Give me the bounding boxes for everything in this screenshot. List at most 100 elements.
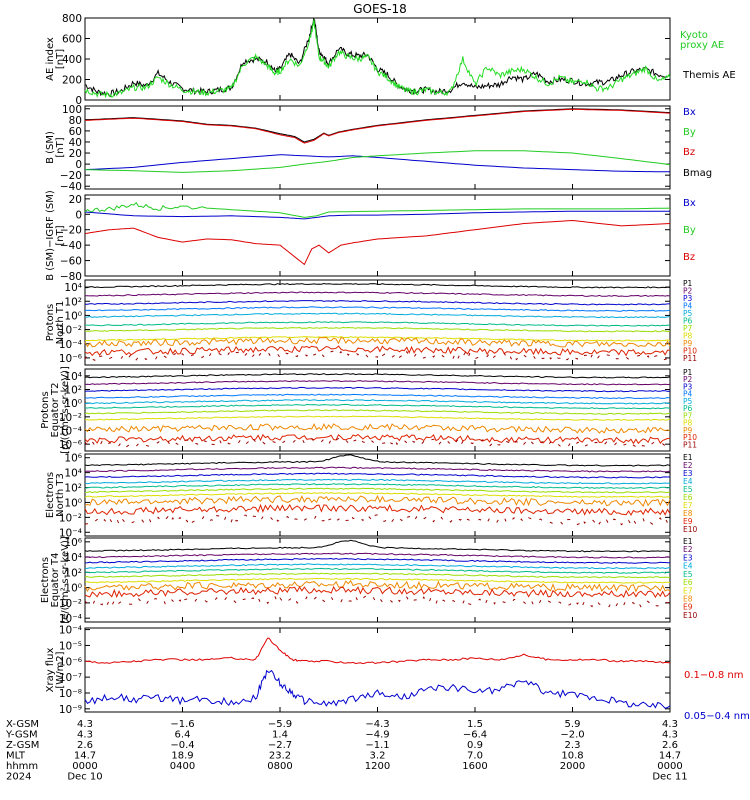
series-bx xyxy=(84,210,670,220)
legend-label: E8 xyxy=(683,594,693,603)
x-axis-value: 10.8 xyxy=(561,751,583,762)
y-tick-label: 10⁻⁶ xyxy=(59,656,82,668)
series-p8 xyxy=(84,415,671,421)
x-axis-value: −1.1 xyxy=(365,740,389,751)
y-tick-label: 20 xyxy=(69,194,82,206)
legend-label: E9 xyxy=(683,517,693,526)
series-themis-ae xyxy=(84,17,670,97)
y-tick-label: 60 xyxy=(69,126,82,138)
legend-label: P4 xyxy=(683,390,693,399)
legend-label: E6 xyxy=(683,578,693,587)
x-axis-row-label: 2024 xyxy=(6,772,31,783)
legend-label: Kyoto xyxy=(680,30,708,41)
series-e9 xyxy=(84,503,671,517)
y-tick-label: 10⁶ xyxy=(64,453,82,465)
x-axis-value: 1.5 xyxy=(467,719,483,730)
series-e4 xyxy=(84,478,671,485)
legend-label: P11 xyxy=(683,354,697,363)
legend-label: P10 xyxy=(683,433,697,442)
x-axis-row-label: Y-GSM xyxy=(5,730,38,741)
x-axis-row-label: Z-GSM xyxy=(6,740,39,751)
series-p6 xyxy=(85,321,671,327)
y-tick-label: 10⁻⁴ xyxy=(59,426,82,438)
y-axis-label: North T3 xyxy=(55,473,66,517)
y-tick-label: 10⁴ xyxy=(64,468,82,480)
y-tick-label: 40 xyxy=(69,137,82,149)
legend-label: P3 xyxy=(683,294,693,303)
x-axis-value: 23.2 xyxy=(269,751,291,762)
y-tick-label: 10⁰ xyxy=(64,310,82,322)
y-axis-label: B (SM)−IGRF (SM) xyxy=(45,190,56,281)
legend-label: Bz xyxy=(683,252,695,263)
legend-label: proxy AE xyxy=(680,40,724,51)
x-axis-row-label: MLT xyxy=(6,751,26,762)
y-tick-label: 80 xyxy=(69,115,82,127)
series-p6 xyxy=(84,403,671,410)
panel-frame xyxy=(84,105,671,190)
series-bz xyxy=(84,219,671,266)
x-axis-value: 2.3 xyxy=(565,740,581,751)
legend-label: E4 xyxy=(683,562,693,571)
y-tick-label: 0 xyxy=(75,209,82,221)
series-e2 xyxy=(84,552,671,559)
y-tick-label: 10⁻⁸ xyxy=(59,688,82,700)
x-axis-value: Dec 11 xyxy=(652,772,687,783)
legend-label: P9 xyxy=(683,339,693,348)
legend-label: E3 xyxy=(683,553,693,562)
y-tick-label: 10⁶ xyxy=(64,537,82,549)
legend-label: By xyxy=(683,225,696,236)
legend-label: E8 xyxy=(683,509,693,518)
series-e1 xyxy=(84,539,671,553)
y-axis-label: Equator T2 xyxy=(50,383,61,438)
x-axis-value: 0800 xyxy=(267,761,292,772)
series-e1 xyxy=(84,454,671,467)
x-axis-value: 0000 xyxy=(657,761,682,772)
series-e8 xyxy=(84,579,671,593)
legend-label: E2 xyxy=(683,545,693,554)
x-axis-value: −4.3 xyxy=(365,719,389,730)
x-axis-table: X-GSM 4.3 −1.6 −5.9 −4.3 1.5 5.9 4.3 Y-GSM 4.3 6.4… xyxy=(5,719,688,783)
y-tick-label: 100 xyxy=(62,104,82,116)
legend-label: P6 xyxy=(683,404,693,413)
x-axis-value: −0.4 xyxy=(170,740,194,751)
y-tick-label: 10⁻⁴ xyxy=(59,613,82,625)
y-tick-label: 10⁻² xyxy=(59,598,82,610)
y-tick-label: 10⁻⁷ xyxy=(59,672,82,684)
y-tick-label: 10⁻⁴ xyxy=(59,339,82,351)
legend-label: P1 xyxy=(683,279,693,288)
legend-label: E7 xyxy=(683,586,693,595)
x-axis-row-label: hhmm xyxy=(6,761,38,772)
y-tick-label: 10⁻⁴ xyxy=(59,527,82,539)
y-tick-label: 10⁴ xyxy=(64,552,82,564)
legend-label: P5 xyxy=(683,397,693,406)
panel-frame xyxy=(84,194,671,277)
y-tick-label: 10² xyxy=(64,385,82,397)
y-tick-label: 10⁻⁶ xyxy=(59,353,82,365)
legend-label: P7 xyxy=(683,411,693,420)
legend-label: P6 xyxy=(683,317,693,326)
legend-label: 0.05−0.4 nm xyxy=(684,711,750,722)
y-tick-label: 10⁴ xyxy=(64,371,82,383)
panel-bigrf: −80 −60 −40 −20 0 20 B (SM)−IGRF (SM) [nT] Bx By B… xyxy=(45,190,696,283)
series-p10 xyxy=(84,345,670,357)
y-tick-label: 10⁻⁵ xyxy=(59,640,82,652)
legend-label: E4 xyxy=(683,477,693,486)
y-tick-label: 10² xyxy=(64,483,82,495)
y-tick-label: 600 xyxy=(62,34,82,46)
y-tick-label: 10⁰ xyxy=(64,583,82,595)
series-p8 xyxy=(85,336,671,342)
y-axis-label: [nT] xyxy=(55,225,66,245)
legend-label: E3 xyxy=(683,469,693,478)
series-e6 xyxy=(84,487,671,494)
y-tick-label: 10² xyxy=(64,567,82,579)
series-bmag xyxy=(84,108,671,143)
legend-label: P9 xyxy=(683,426,693,435)
y-axis-label: Protons xyxy=(40,391,51,428)
x-axis-value: 1.4 xyxy=(272,730,288,741)
panel-eequator: 10⁶ 10⁴ 10² 10⁰ 10⁻² 10⁻⁴ Electrons Equator T4[… xyxy=(40,536,698,625)
